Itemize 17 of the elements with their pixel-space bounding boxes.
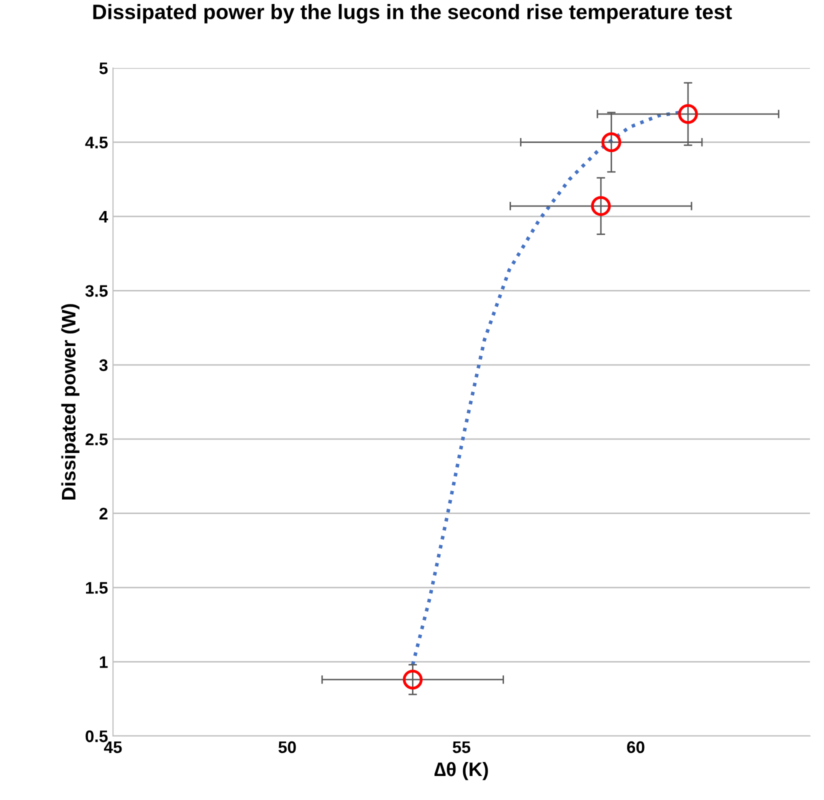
y-tick-label: 2 — [99, 508, 108, 520]
y-tick-label: 0.5 — [86, 730, 108, 742]
y-tick-label: 3 — [99, 359, 108, 372]
x-tick-label: 55 — [452, 741, 470, 754]
y-tick-label: 5 — [99, 62, 108, 74]
x-tick-label: 50 — [278, 741, 296, 754]
y-axis-title: Dissipated power (W) — [61, 304, 80, 500]
x-tick-label: 45 — [104, 741, 122, 754]
y-tick-label: 4 — [99, 211, 108, 222]
x-axis-title: ∆θ (K) — [434, 762, 488, 780]
y-tick-label: 4.5 — [85, 136, 108, 148]
y-tick-label: 1.5 — [86, 582, 108, 594]
x-tick-label: 60 — [627, 741, 644, 754]
y-tick-label: 1 — [100, 656, 108, 668]
chart-title: Dissipated power by the lugs in the second rise temperature test — [93, 4, 732, 24]
y-tick-label: 3.5 — [85, 285, 108, 297]
y-tick-label: 2.5 — [86, 434, 108, 446]
